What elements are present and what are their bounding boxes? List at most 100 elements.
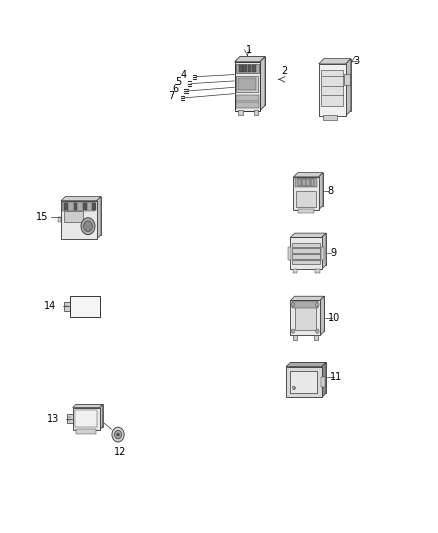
Bar xyxy=(302,179,306,187)
Bar xyxy=(295,233,326,265)
Polygon shape xyxy=(260,56,265,111)
Bar xyxy=(73,408,100,430)
Bar xyxy=(290,362,326,393)
Text: 3: 3 xyxy=(353,56,360,66)
Bar xyxy=(292,243,320,247)
Polygon shape xyxy=(290,296,324,301)
Bar xyxy=(292,254,320,259)
Bar xyxy=(290,371,318,393)
Bar xyxy=(244,65,247,72)
Circle shape xyxy=(112,427,124,442)
Bar xyxy=(76,405,103,426)
Polygon shape xyxy=(100,405,103,430)
Circle shape xyxy=(291,329,295,333)
Bar xyxy=(307,179,310,187)
Bar xyxy=(295,296,324,331)
Circle shape xyxy=(81,217,95,235)
Circle shape xyxy=(84,221,92,231)
Circle shape xyxy=(115,430,121,439)
Bar xyxy=(238,78,256,90)
Bar xyxy=(321,70,343,107)
Bar xyxy=(64,211,83,222)
Bar xyxy=(240,56,265,106)
Circle shape xyxy=(316,329,319,333)
Bar xyxy=(238,110,243,115)
Bar xyxy=(286,367,322,398)
Text: 9: 9 xyxy=(330,248,336,259)
Bar xyxy=(236,64,258,74)
Text: 13: 13 xyxy=(46,414,59,424)
Bar xyxy=(76,429,96,433)
Polygon shape xyxy=(61,197,101,201)
Text: 5: 5 xyxy=(175,77,182,87)
Bar xyxy=(237,76,258,92)
Bar xyxy=(324,59,351,111)
Text: 6: 6 xyxy=(172,84,178,94)
Bar xyxy=(61,201,97,239)
Bar xyxy=(296,191,316,207)
Polygon shape xyxy=(320,296,324,335)
Bar xyxy=(235,62,260,111)
Bar xyxy=(298,209,314,213)
Bar xyxy=(292,248,320,253)
Bar xyxy=(236,102,258,109)
Bar xyxy=(83,203,87,211)
Polygon shape xyxy=(319,59,351,64)
Polygon shape xyxy=(346,59,351,116)
Bar xyxy=(62,203,95,212)
Bar xyxy=(293,335,297,340)
Bar xyxy=(311,179,314,187)
Bar xyxy=(321,377,325,387)
Text: 15: 15 xyxy=(36,212,49,222)
Polygon shape xyxy=(290,233,326,237)
Bar xyxy=(252,65,255,72)
Polygon shape xyxy=(293,173,323,177)
Bar xyxy=(295,179,318,188)
Text: 9: 9 xyxy=(292,386,296,391)
Bar xyxy=(314,335,318,340)
Bar xyxy=(92,203,96,211)
Bar xyxy=(298,173,323,206)
Bar xyxy=(67,414,73,423)
Bar xyxy=(298,179,301,187)
Polygon shape xyxy=(322,233,326,269)
Text: 14: 14 xyxy=(43,301,56,311)
Bar xyxy=(295,307,316,330)
Bar xyxy=(64,302,70,311)
Bar xyxy=(248,65,251,72)
Bar xyxy=(254,110,258,115)
Bar xyxy=(236,95,258,101)
Bar xyxy=(292,302,318,308)
Bar xyxy=(57,216,61,222)
Text: 1: 1 xyxy=(246,45,252,55)
Text: 7: 7 xyxy=(168,91,175,101)
Polygon shape xyxy=(286,362,326,367)
Text: 10: 10 xyxy=(328,313,340,323)
Polygon shape xyxy=(97,197,101,239)
Bar xyxy=(292,260,320,264)
Circle shape xyxy=(316,303,319,307)
Bar xyxy=(344,74,350,85)
Bar xyxy=(70,296,100,317)
Polygon shape xyxy=(319,173,323,210)
Bar xyxy=(75,410,97,427)
Bar xyxy=(315,269,320,273)
Bar xyxy=(290,301,320,335)
Polygon shape xyxy=(73,405,103,408)
Bar xyxy=(319,64,346,116)
Bar xyxy=(321,247,324,260)
Polygon shape xyxy=(235,56,265,62)
Bar xyxy=(64,203,68,211)
Bar xyxy=(323,115,336,120)
Text: 8: 8 xyxy=(327,185,333,196)
Bar xyxy=(239,65,243,72)
Bar xyxy=(74,203,77,211)
Text: 11: 11 xyxy=(329,372,342,382)
Bar xyxy=(293,177,319,210)
Circle shape xyxy=(291,303,295,307)
Text: 12: 12 xyxy=(113,447,126,457)
Text: 4: 4 xyxy=(180,70,187,80)
Text: 2: 2 xyxy=(281,67,287,76)
Bar xyxy=(293,269,297,273)
Circle shape xyxy=(117,433,119,436)
